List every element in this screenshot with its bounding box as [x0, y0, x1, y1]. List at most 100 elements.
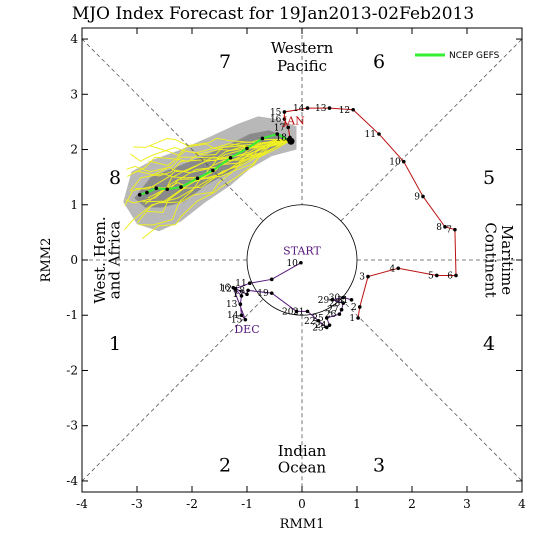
ensemble-mean-point-9 [165, 187, 170, 192]
observed_jan-point-11 [377, 132, 381, 136]
region-maritime-continent-line2: Continent [482, 222, 500, 297]
observed_jan-point-label-17: 17 [274, 123, 286, 133]
observed_dec-point-label-8: 15 [231, 316, 243, 326]
observed_dec-point-23 [341, 295, 346, 300]
observed_jan-point-6 [454, 273, 458, 278]
observed_dec-point-label-16: 23 [312, 323, 324, 333]
observed_dec-point-label-3: 11 [235, 279, 246, 289]
observed_dec-point-label-20: 27 [327, 306, 339, 316]
phase-label-6: 6 [373, 51, 385, 73]
phase-label-2: 2 [219, 454, 231, 476]
observed_dec-point-label-18: 25 [312, 314, 324, 324]
phase-label-5: 5 [483, 167, 495, 189]
observed_dec-point-label-15: 22 [304, 317, 315, 327]
observed_jan-point-13 [327, 106, 332, 110]
observed_dec-point-19 [337, 312, 342, 316]
observed_jan-point-3 [366, 274, 370, 279]
observed_jan-point-label-13: 13 [315, 104, 327, 114]
phase-line-nw [81, 38, 264, 222]
observed_jan-point-label-11: 11 [365, 130, 376, 140]
observed_dec-point-13 [294, 309, 299, 314]
observed_jan-point-4 [396, 266, 401, 271]
observed_dec-point-15 [316, 318, 321, 323]
observed_jan-point-15 [282, 110, 287, 114]
x-tick-label-9: 4 [518, 497, 526, 511]
observed_jan-point-label-7: 7 [446, 226, 452, 236]
observed_dec-point-label-23: 30 [329, 294, 341, 304]
observed_dec-point-label-22: 29 [318, 296, 330, 306]
chart-title: MJO Index Forecast for 19Jan2013-02Feb20… [72, 4, 474, 24]
ensemble-member-1 [135, 139, 293, 190]
observed_dec-point-7 [239, 313, 244, 318]
legend-label-ncep-gefs: NCEP GEFS [449, 51, 500, 61]
phase-label-1: 1 [109, 333, 121, 355]
observed_jan-point-label-18: 18 [275, 133, 287, 143]
ensemble-member-9 [124, 139, 288, 206]
ensemble-member-16 [130, 139, 285, 162]
observed_jan-point-label-1: 1 [349, 314, 355, 324]
phase-label-8: 8 [109, 167, 121, 189]
ensemble-member-18 [149, 139, 288, 177]
observed_dec-point-17 [327, 323, 332, 327]
observed_dec-point-label-10: 17 [233, 290, 245, 300]
observed_dec-point-14 [305, 309, 310, 314]
observed_jan-point-14 [305, 106, 310, 110]
ensemble-member-13 [141, 139, 293, 240]
observed_jan-point-10 [401, 159, 406, 164]
observed_jan-point-5 [434, 273, 439, 278]
observed_dec-point-18 [324, 316, 329, 320]
x-tick-label-2: -3 [131, 497, 143, 511]
observed_jan-point-2 [357, 305, 362, 309]
x-tick-label-7: 2 [408, 497, 416, 511]
observed_jan-point-1 [356, 316, 360, 320]
region-maritime-continent-line1: Maritime [498, 225, 516, 295]
observed_jan-point-label-4: 4 [390, 264, 396, 274]
observed_dec-point-20 [339, 307, 344, 312]
observed_jan-point-7 [453, 227, 457, 232]
phase-label-7: 7 [219, 51, 231, 73]
region-western-pacific-line1: Western [271, 39, 334, 57]
observed_dec-point-label-12: 19 [257, 289, 269, 299]
observed_dec-point-label-24: 31 [337, 296, 348, 306]
observed_jan-point-12 [351, 107, 355, 112]
region-western-pacific-line2: Pacific [277, 57, 327, 75]
y-tick-label-1: -4 [66, 474, 78, 488]
unit-circle [246, 204, 358, 316]
observed_dec-point-5 [239, 294, 244, 298]
region-west-hem-line1: West. Hem. [91, 216, 109, 303]
observed_dec-point-3 [247, 281, 252, 286]
observed_dec-point-9 [231, 285, 236, 290]
ensemble-mean-point-5 [228, 156, 233, 160]
y-tick-label-5: 0 [70, 253, 78, 267]
y-tick-label-3: -2 [66, 363, 78, 377]
observed_jan-point-label-6: 6 [447, 271, 453, 281]
observed_jan-point-17 [286, 125, 291, 130]
ensemble-mean-point-6 [211, 168, 215, 173]
x-tick-label-1: -4 [76, 497, 88, 511]
x-axis-label: RMM1 [280, 517, 325, 532]
observed_jan-point-9 [421, 194, 425, 199]
ensemble-member-12 [149, 139, 289, 156]
observed_dec-point-22 [330, 297, 335, 302]
phase-label-4: 4 [483, 333, 495, 355]
observed_jan-point-label-9: 9 [414, 192, 420, 202]
observed_jan-point-label-2: 2 [351, 303, 357, 313]
ensemble-mean-point-3 [260, 136, 265, 141]
observed_dec-point-10 [245, 292, 249, 297]
y-tick-label-4: -1 [66, 308, 78, 322]
observed_dec-point-label-14: 21 [293, 307, 304, 317]
y-tick-label-2: -3 [66, 419, 78, 433]
observed_jan-point-16 [282, 117, 287, 121]
ensemble-mean-point-2 [275, 132, 280, 136]
observed_dec-point-11 [246, 288, 250, 293]
phase-label-3: 3 [373, 454, 385, 476]
x-tick-label-5: 0 [298, 497, 306, 511]
ensemble-mean-point-11 [145, 190, 149, 195]
observed_dec-point-16 [324, 325, 329, 330]
start-label: START [283, 244, 321, 257]
observed_jan-point-label-5: 5 [428, 271, 434, 281]
observed_dec-point-label-1: 10 [286, 259, 298, 269]
x-tick-label-8: 3 [463, 497, 471, 511]
observed_dec-point-label-11: 18 [234, 286, 246, 296]
y-tick-label-6: 1 [70, 198, 78, 212]
